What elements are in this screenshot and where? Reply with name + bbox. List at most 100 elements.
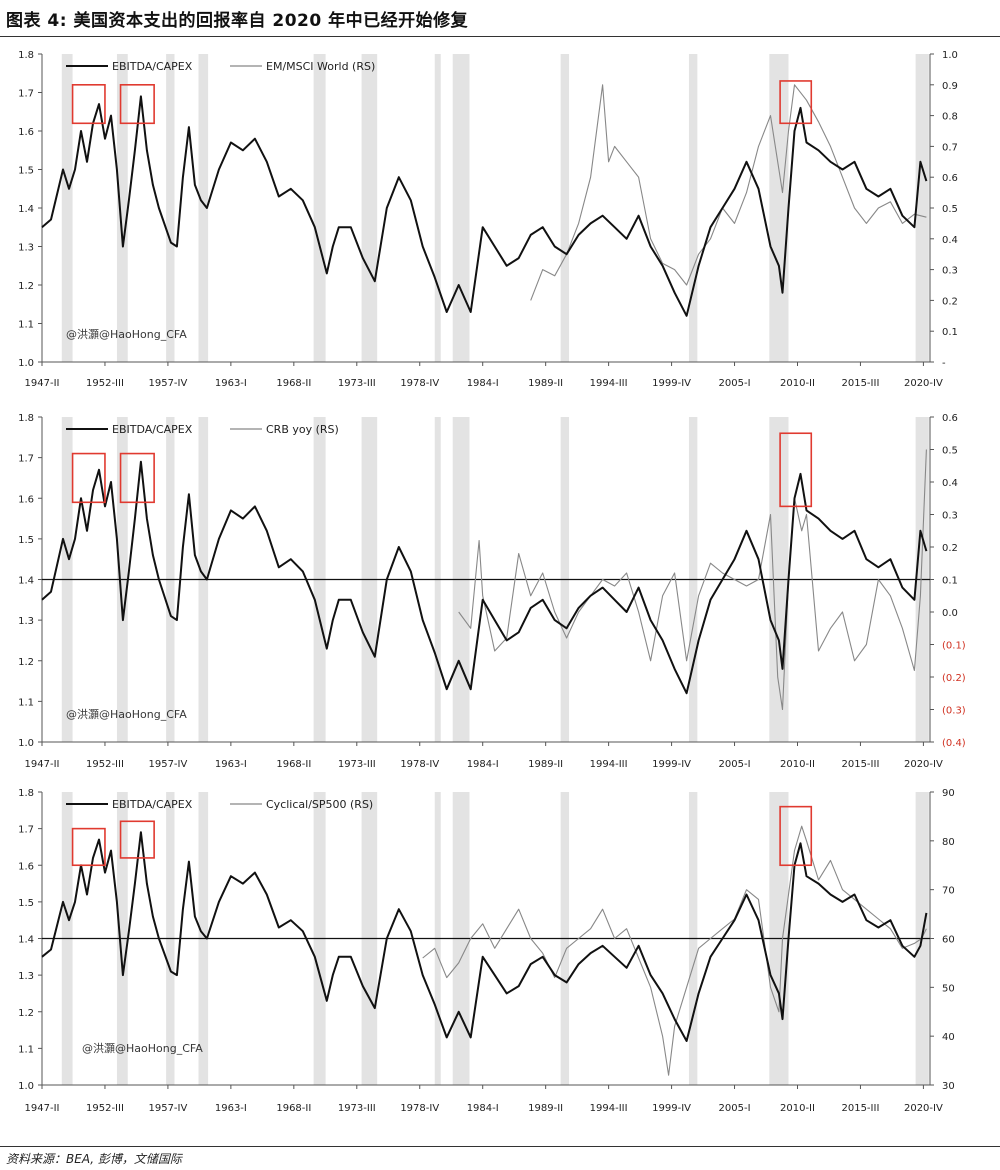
x-tick-label: 1984-I xyxy=(467,1103,499,1114)
x-tick-label: 1999-IV xyxy=(652,759,691,770)
chart-ebitda-vs-cyclical-sp500: 1.8 1.7 1.6 1.5 1.4 1.3 1.2 1.1 1.0 90 80 70 60 50 40 3… xyxy=(18,788,955,1114)
x-tick-label: 1999-IV xyxy=(652,378,691,389)
recession-band xyxy=(313,54,326,362)
chart-ebitda-vs-em-msci: 1.8 1.7 1.6 1.5 1.4 1.3 1.2 1.1 1.0 1.0 0.9 0.8 0.7 0… xyxy=(18,50,958,389)
x-tick-label: 1973-III xyxy=(338,1103,376,1114)
y-right-tick-label: 0.6 xyxy=(942,413,958,424)
highlight-box xyxy=(119,820,155,859)
recession-band xyxy=(560,54,570,362)
x-tick-label: 1963-I xyxy=(215,1103,247,1114)
recession-band xyxy=(769,54,789,362)
y-right-tick-label: 0.2 xyxy=(942,296,958,307)
y-left-tick-label: 1.4 xyxy=(18,576,34,587)
x-tick-label: 1952-III xyxy=(86,378,124,389)
highlight-box xyxy=(119,452,155,504)
y-right-tick-label: 0.4 xyxy=(942,235,958,246)
series-line-ebitda-capex xyxy=(41,831,928,1042)
highlight-box xyxy=(71,83,106,125)
y-right-tick-label: 0.0 xyxy=(942,608,958,619)
y-left-tick-label: 1.2 xyxy=(18,281,34,292)
y-right-tick-label: 0.7 xyxy=(942,142,958,153)
y-left-tick-label: 1.0 xyxy=(18,1081,34,1092)
x-tick-label: 2015-III xyxy=(841,759,879,770)
y-right-tick-label: - xyxy=(942,358,946,369)
y-left-tick-label: 1.0 xyxy=(18,738,34,749)
recession-band xyxy=(116,54,128,362)
y-left-tick-label: 1.5 xyxy=(18,535,34,546)
y-left-tick-label: 1.3 xyxy=(18,616,34,627)
y-left-tick-label: 1.0 xyxy=(18,358,34,369)
x-tick-label: 1989-II xyxy=(528,1103,563,1114)
y-left-tick-label: 1.7 xyxy=(18,89,34,100)
x-tick-label: 1999-IV xyxy=(652,1103,691,1114)
recession-band xyxy=(452,54,470,362)
figure-title: 图表 4: 美国资本支出的回报率自 2020 年中已经开始修复 xyxy=(6,11,469,31)
x-tick-label: 1947-II xyxy=(25,1103,60,1114)
y-right-tick-label: 0.2 xyxy=(942,543,958,554)
chart-ebitda-vs-crb: 1.8 1.7 1.6 1.5 1.4 1.3 1.2 1.1 1.0 0.6 0.5 0.4 0.3 0… xyxy=(18,413,966,770)
series-line-rhs xyxy=(458,449,927,711)
y-right-tick-label: (0.3) xyxy=(942,706,966,717)
footer-divider xyxy=(0,1146,1000,1147)
series-line-ebitda-capex xyxy=(41,460,928,695)
y-left-tick-label: 1.8 xyxy=(18,413,34,424)
x-tick-label: 1973-III xyxy=(338,378,376,389)
x-tick-label: 1963-I xyxy=(215,759,247,770)
x-tick-label: 2015-III xyxy=(841,1103,879,1114)
y-right-tick-label: 0.4 xyxy=(942,478,958,489)
x-tick-label: 2020-IV xyxy=(904,378,943,389)
y-left-tick-label: 1.4 xyxy=(18,935,34,946)
source-note: 资料来源：BEA, 彭博，文储国际 xyxy=(6,1152,182,1166)
legend-label-rhs: EM/MSCI World (RS) xyxy=(266,60,375,73)
highlight-box xyxy=(71,452,106,504)
x-tick-label: 1957-IV xyxy=(148,759,187,770)
recession-band xyxy=(915,54,929,362)
highlight-box xyxy=(779,805,813,867)
y-right-tick-label: 30 xyxy=(942,1081,955,1092)
x-tick-label: 2020-IV xyxy=(904,1103,943,1114)
y-right-tick-label: 0.3 xyxy=(942,266,958,277)
x-tick-label: 1989-II xyxy=(528,378,563,389)
legend-label-ebitda: EBITDA/CAPEX xyxy=(112,60,193,73)
legend-label-rhs: Cyclical/SP500 (RS) xyxy=(266,798,373,811)
y-right-tick-label: 50 xyxy=(942,983,955,994)
highlight-box xyxy=(779,80,813,125)
y-left-tick-label: 1.6 xyxy=(18,127,34,138)
x-tick-label: 1947-II xyxy=(25,378,60,389)
y-left-tick-label: 1.5 xyxy=(18,166,34,177)
x-tick-label: 2020-IV xyxy=(904,759,943,770)
x-tick-label: 1978-IV xyxy=(400,1103,439,1114)
legend-label-ebitda: EBITDA/CAPEX xyxy=(112,798,193,811)
y-right-tick-label: 1.0 xyxy=(942,50,958,61)
x-tick-label: 1994-III xyxy=(590,759,628,770)
x-tick-label: 2010-II xyxy=(780,378,815,389)
y-left-tick-label: 1.8 xyxy=(18,788,34,799)
x-tick-label: 1989-II xyxy=(528,759,563,770)
highlight-box xyxy=(119,83,155,125)
x-tick-label: 2005-I xyxy=(719,759,751,770)
y-right-tick-label: (0.4) xyxy=(942,738,966,749)
x-tick-label: 2015-III xyxy=(841,378,879,389)
x-tick-label: 1952-III xyxy=(86,759,124,770)
legend-label-ebitda: EBITDA/CAPEX xyxy=(112,423,193,436)
x-tick-label: 1952-III xyxy=(86,1103,124,1114)
legend-label-rhs: CRB yoy (RS) xyxy=(266,423,339,436)
highlight-box xyxy=(71,827,106,867)
y-right-tick-label: 0.5 xyxy=(942,446,958,457)
x-tick-label: 1947-II xyxy=(25,759,60,770)
x-tick-label: 2005-I xyxy=(719,378,751,389)
y-left-tick-label: 1.1 xyxy=(18,1044,34,1055)
x-tick-label: 2010-II xyxy=(780,1103,815,1114)
y-left-tick-label: 1.1 xyxy=(18,320,34,331)
recession-band xyxy=(688,54,698,362)
x-tick-label: 1973-III xyxy=(338,759,376,770)
x-tick-label: 1968-II xyxy=(276,1103,311,1114)
series-line-rhs xyxy=(530,84,927,301)
y-right-tick-label: 0.1 xyxy=(942,576,958,587)
x-tick-label: 1957-IV xyxy=(148,378,187,389)
y-right-tick-label: 60 xyxy=(942,935,955,946)
y-left-tick-label: 1.6 xyxy=(18,494,34,505)
y-right-tick-label: 0.9 xyxy=(942,81,958,92)
y-right-tick-label: (0.1) xyxy=(942,641,966,652)
x-tick-label: 1994-III xyxy=(590,378,628,389)
